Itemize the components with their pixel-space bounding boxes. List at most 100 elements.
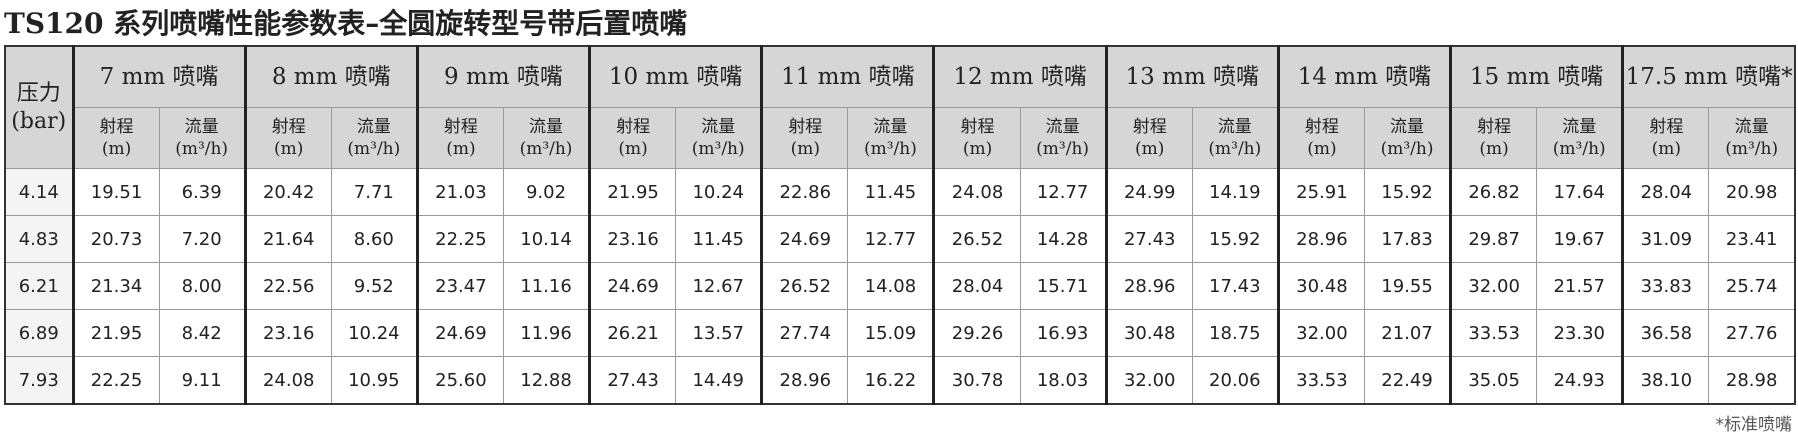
value-cell: 10.14: [502, 215, 591, 263]
value-cell: 8.00: [158, 262, 246, 310]
cell-text: 压力: [16, 80, 61, 106]
cell-text: (m): [274, 139, 304, 159]
value-cell: 25.74: [1708, 262, 1796, 310]
value-cell: 20.98: [1708, 168, 1796, 216]
value-cell: 7.20: [158, 215, 246, 263]
value-cell: 9.52: [330, 262, 418, 310]
data-row: 6.21 21.34 8.00 22.56 9.52 23.47 11.16 24.69 12.…: [4, 262, 1796, 310]
value-cell: 36.58: [1621, 309, 1710, 357]
value-cell: 22.25: [71, 356, 160, 405]
value-cell: 26.82: [1449, 168, 1538, 216]
value-cell: 27.43: [1104, 215, 1193, 263]
cell-text: (m³/h): [1036, 139, 1090, 159]
sub-header: 射程 (m): [1276, 107, 1365, 169]
sub-header: 流量 (m³/h): [330, 107, 418, 169]
value-cell: 8.42: [158, 309, 246, 357]
value-cell: 17.83: [1363, 215, 1452, 263]
sub-header: 流量 (m³/h): [675, 107, 763, 169]
value-cell: 28.04: [1621, 168, 1710, 216]
cell-text: 射程: [99, 117, 134, 137]
value-cell: 23.30: [1536, 309, 1624, 357]
sub-header: 流量 (m³/h): [1191, 107, 1279, 169]
nozzle-header: 15 mm 喷嘴: [1449, 45, 1624, 108]
value-cell: 19.55: [1363, 262, 1452, 310]
value-cell: 12.77: [847, 215, 935, 263]
value-cell: 26.52: [760, 262, 849, 310]
value-cell: 26.21: [588, 309, 677, 357]
value-cell: 33.53: [1449, 309, 1538, 357]
header-row: 压力 (bar) 7 mm 喷嘴 8 mm 喷嘴 9 mm 喷嘴 10 mm 喷嘴 11 m…: [4, 45, 1796, 169]
value-cell: 28.96: [1104, 262, 1193, 310]
value-cell: 18.03: [1019, 356, 1107, 405]
pressure-cell: 6.21: [4, 262, 74, 310]
value-cell: 22.25: [415, 215, 504, 263]
pressure-cell: 4.14: [4, 168, 74, 216]
cell-text: 射程: [271, 117, 306, 137]
value-cell: 22.56: [243, 262, 332, 310]
cell-text: 射程: [616, 117, 651, 137]
value-cell: 17.43: [1191, 262, 1279, 310]
cell-text: (bar): [11, 108, 67, 134]
value-cell: 25.60: [415, 356, 504, 405]
value-cell: 24.69: [415, 309, 504, 357]
sub-header: 射程 (m): [415, 107, 504, 169]
cell-text: (m³/h): [1552, 139, 1606, 159]
value-cell: 30.48: [1104, 309, 1193, 357]
value-cell: 9.11: [158, 356, 246, 405]
sub-header: 射程 (m): [760, 107, 849, 169]
cell-text: 流量: [1562, 117, 1597, 137]
sub-header: 射程 (m): [1621, 107, 1710, 169]
value-cell: 29.26: [932, 309, 1021, 357]
value-cell: 15.92: [1191, 215, 1279, 263]
cell-text: 射程: [443, 117, 478, 137]
cell-text: 射程: [1132, 117, 1167, 137]
cell-text: 流量: [529, 117, 564, 137]
value-cell: 23.16: [243, 309, 332, 357]
value-cell: 21.34: [71, 262, 160, 310]
value-cell: 23.47: [415, 262, 504, 310]
sub-header: 射程 (m): [932, 107, 1021, 169]
value-cell: 10.95: [330, 356, 418, 405]
table: 压力 (bar) 7 mm 喷嘴 8 mm 喷嘴 9 mm 喷嘴 10 mm 喷嘴 11 m…: [4, 45, 1796, 405]
cell-text: (m³/h): [519, 139, 573, 159]
value-cell: 21.57: [1536, 262, 1624, 310]
value-cell: 23.16: [588, 215, 677, 263]
nozzle-header: 10 mm 喷嘴: [588, 45, 763, 108]
value-cell: 26.52: [932, 215, 1021, 263]
value-cell: 20.06: [1191, 356, 1279, 405]
value-cell: 24.08: [243, 356, 332, 405]
value-cell: 28.98: [1708, 356, 1796, 405]
cell-text: (m): [1651, 139, 1682, 159]
value-cell: 28.96: [760, 356, 849, 405]
value-cell: 14.49: [675, 356, 763, 405]
cell-text: 流量: [184, 117, 219, 137]
value-cell: 12.77: [1019, 168, 1107, 216]
value-cell: 35.05: [1449, 356, 1538, 405]
sub-header: 流量 (m³/h): [158, 107, 246, 169]
cell-text: (m³/h): [175, 139, 229, 159]
sub-header: 射程 (m): [71, 107, 160, 169]
footnote: *标准喷嘴: [1715, 415, 1793, 435]
value-cell: 22.86: [760, 168, 849, 216]
cell-text: 射程: [1649, 117, 1684, 137]
pressure-cell: 4.83: [4, 215, 74, 263]
value-cell: 22.49: [1363, 356, 1452, 405]
sub-header: 射程 (m): [1449, 107, 1538, 169]
pressure-header: 压力 (bar): [4, 45, 74, 169]
value-cell: 25.91: [1276, 168, 1365, 216]
nozzle-header: 9 mm 喷嘴: [415, 45, 591, 108]
cell-text: (m³/h): [1725, 139, 1779, 159]
pressure-cell: 6.89: [4, 309, 74, 357]
cell-text: (m): [446, 139, 476, 159]
cell-text: 流量: [873, 117, 908, 137]
cell-text: (m): [962, 139, 993, 159]
value-cell: 30.48: [1276, 262, 1365, 310]
sub-header: 射程 (m): [243, 107, 332, 169]
value-cell: 31.09: [1621, 215, 1710, 263]
title: TS120 系列喷嘴性能参数表–全圆旋转型号带后置喷嘴: [4, 7, 688, 40]
value-cell: 10.24: [675, 168, 763, 216]
value-cell: 20.42: [243, 168, 332, 216]
cell-text: 射程: [788, 117, 823, 137]
cell-text: (m): [1479, 139, 1509, 159]
value-cell: 21.64: [243, 215, 332, 263]
